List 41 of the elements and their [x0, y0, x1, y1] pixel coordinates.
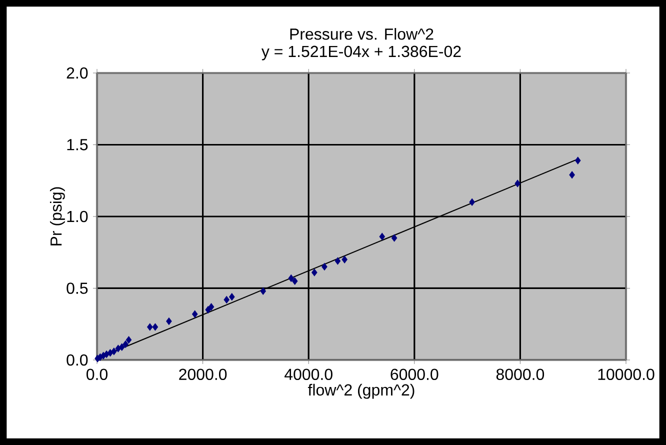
- point: [224, 296, 230, 304]
- chart-title: Pressure vs. Flow^2: [290, 28, 434, 40]
- y-tick-label: 0.0: [66, 354, 88, 366]
- x-tick-label: 6000.0: [390, 368, 438, 380]
- point: [322, 262, 328, 270]
- point: [469, 198, 475, 206]
- point: [152, 323, 158, 331]
- y-tick-label: 0.5: [66, 282, 88, 294]
- point: [166, 318, 172, 325]
- x-tick-label: 10000.0: [598, 368, 654, 380]
- x-tick-label: 4000.0: [284, 368, 332, 380]
- point: [514, 180, 520, 188]
- point: [288, 274, 294, 282]
- point: [260, 287, 266, 295]
- point: [574, 156, 581, 164]
- point: [208, 303, 214, 311]
- point: [205, 306, 211, 314]
- y-tick-label: 2.0: [66, 67, 88, 79]
- point: [126, 336, 132, 344]
- point: [379, 232, 386, 240]
- point: [119, 343, 125, 351]
- x-tick-label: 0.0: [86, 368, 108, 380]
- point: [334, 257, 341, 265]
- x-axis-title: flow^2 (gpm^2): [308, 384, 414, 399]
- point: [122, 340, 128, 348]
- point: [104, 350, 110, 358]
- y-tick-label: 1.5: [67, 139, 88, 150]
- point: [569, 171, 575, 179]
- point: [111, 348, 117, 356]
- point: [229, 293, 235, 301]
- point: [292, 277, 298, 285]
- point: [192, 310, 198, 318]
- point: [342, 256, 348, 264]
- y-axis-title: Pr (psig): [50, 187, 65, 246]
- point: [312, 268, 318, 276]
- point: [147, 323, 153, 331]
- x-tick-label: 8000.0: [496, 368, 544, 380]
- point: [391, 234, 398, 242]
- x-tick-label: 2000.0: [179, 368, 227, 380]
- y-tick-label: 1.0: [67, 210, 88, 222]
- chart-subtitle: y = 1.521E-04x + 1.386E-02: [261, 46, 461, 60]
